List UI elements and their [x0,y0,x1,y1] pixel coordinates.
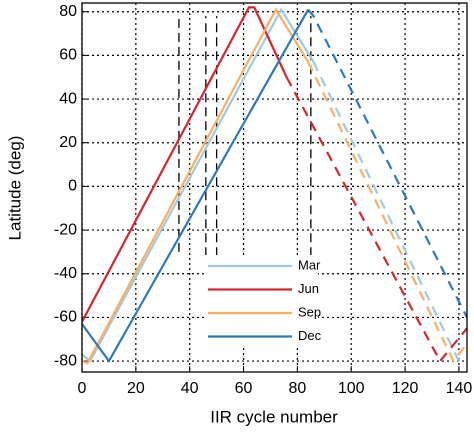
x-tick-label: 100 [338,380,365,397]
series-line [312,61,467,363]
series-line [285,76,468,364]
y-tick-label: 20 [59,134,77,151]
legend-label: Sep [298,304,321,319]
series-line [81,7,310,365]
plot-frame [81,2,468,373]
x-tick-label: 20 [127,380,145,397]
x-tick-label: 0 [78,380,87,397]
legend-label: Dec [298,328,322,343]
series-line [307,61,468,364]
legend-label: Mar [298,257,321,272]
x-tick-label: 40 [181,380,199,397]
series-line [307,8,468,318]
y-tick-label: -20 [54,221,77,238]
series-line [81,9,310,364]
y-tick-label: 60 [59,47,77,64]
y-tick-label: -80 [54,352,77,369]
series-line [81,7,315,363]
y-tick-label: -60 [54,309,77,326]
x-tick-label: 140 [446,380,473,397]
x-axis-label: IIR cycle number [210,407,338,426]
y-tick-label: 40 [59,90,77,107]
y-tick-label: -40 [54,265,77,282]
x-tick-label: 120 [392,380,419,397]
x-tick-label: 60 [235,380,253,397]
series-line [81,6,288,323]
y-axis-label: Latitude (deg) [5,136,24,241]
legend-box [204,255,318,345]
x-tick-label: 80 [288,380,306,397]
y-tick-label: 80 [59,3,77,20]
legend-label: Jun [298,281,319,296]
y-tick-label: 0 [68,178,77,195]
